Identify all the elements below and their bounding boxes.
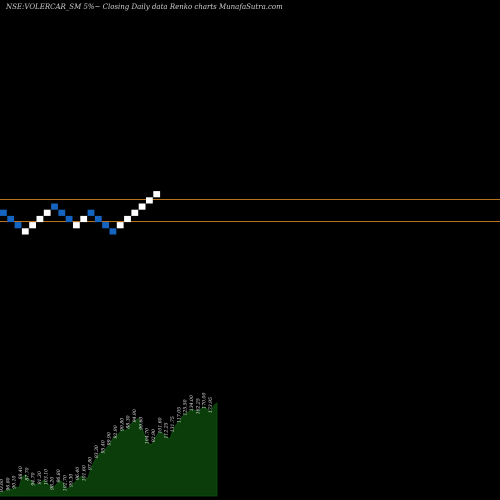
- brick-up: [80, 215, 88, 223]
- brick-down: [109, 228, 117, 235]
- volume-label: 97.80: [88, 457, 94, 470]
- volume-label: 101.60: [81, 465, 87, 481]
- brick-down: [87, 209, 95, 216]
- volume-area-path: [0, 402, 218, 497]
- brick-down: [51, 203, 58, 210]
- chart-title: NSE:VOLERCAR_SM 5%~ Closing Daily data R…: [5, 3, 283, 11]
- volume-label: 125.50: [183, 399, 189, 415]
- volume-label: 90.10: [12, 475, 18, 488]
- volume-label: 104.70: [145, 428, 151, 444]
- brick-up: [116, 222, 124, 229]
- volume-label: 101.60: [157, 417, 163, 433]
- volume-label: 88.40: [18, 466, 24, 479]
- brick-down: [0, 209, 7, 216]
- volume-label: 87.70: [24, 467, 30, 480]
- brick-up: [73, 222, 80, 229]
- volume-label: 96.40: [75, 467, 81, 480]
- renko-bricks: [0, 191, 161, 235]
- brick-up: [124, 215, 131, 223]
- volume-label: 95.40: [100, 440, 106, 453]
- volume-label: 91.30: [37, 471, 43, 484]
- volume-label: 99.30: [69, 474, 75, 487]
- volume-label: 117.05: [176, 407, 182, 423]
- brick-up: [29, 222, 36, 229]
- brick-down: [94, 215, 102, 223]
- volume-label: 93.30: [94, 445, 100, 458]
- volume-label: 96.80: [5, 477, 11, 490]
- brick-up: [146, 197, 153, 204]
- brick-down: [65, 215, 73, 223]
- brick-down: [14, 222, 22, 229]
- volume-label: 131.75: [170, 416, 176, 432]
- volume-label: 162.25: [195, 398, 201, 414]
- brick-up: [138, 203, 146, 210]
- volume-label: 94.90: [132, 409, 138, 422]
- volume-label: 173.95: [208, 397, 214, 413]
- volume-label: 98.20: [50, 477, 56, 490]
- volume-label: 88.30: [126, 415, 132, 428]
- brick-up: [36, 215, 44, 223]
- volume-area: [0, 402, 218, 497]
- brick-down: [58, 209, 66, 216]
- volume-label: 99.90: [107, 432, 113, 445]
- volume-label: 94.70: [31, 472, 37, 485]
- volume-label: 112.25: [164, 422, 170, 438]
- volume-label: 102.70: [62, 475, 68, 491]
- brick-down: [7, 215, 15, 223]
- volume-label: 103.10: [43, 469, 49, 485]
- volume-label: 92.90: [113, 425, 119, 438]
- volume-label: 170.00: [202, 393, 208, 409]
- volume-label: 134.00: [189, 395, 195, 411]
- volume-label: 99.60: [138, 417, 144, 430]
- brick-up: [21, 228, 29, 235]
- brick-up: [131, 209, 139, 216]
- volume-label: 90.80: [119, 418, 125, 431]
- volume-label: 96.80: [56, 469, 62, 482]
- brick-up: [153, 191, 161, 198]
- volume-label: 92.90: [151, 429, 157, 442]
- brick-up: [43, 209, 51, 216]
- brick-down: [102, 222, 109, 229]
- volume-label: 93.60: [0, 479, 5, 492]
